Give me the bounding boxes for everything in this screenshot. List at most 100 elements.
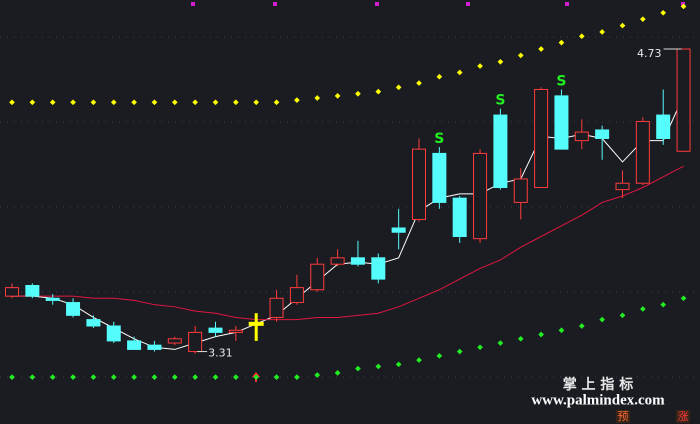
ma-line (12, 95, 685, 350)
watermark-title: 掌 上 指 标 (563, 376, 634, 393)
candle-body (452, 197, 467, 238)
indicator-dot (375, 363, 382, 370)
indicator-dot (212, 99, 219, 106)
badge: 预 (618, 410, 629, 423)
indicator-dot (314, 372, 321, 378)
candle-body (106, 325, 121, 342)
indicator-dot (171, 99, 178, 106)
candle-body (412, 148, 426, 220)
low-label: 3.31 (208, 347, 233, 360)
badge: 涨 (678, 410, 689, 423)
indicator-dot (599, 316, 605, 323)
candle-body (473, 152, 488, 240)
indicator-dot (619, 312, 626, 319)
indicator-dot (273, 99, 280, 106)
indicator-dot (151, 99, 158, 106)
candle-body (289, 287, 304, 304)
candle-body (574, 131, 589, 142)
candle-body (371, 257, 386, 280)
indicator-dot (131, 374, 137, 380)
signal-label: S (556, 73, 566, 89)
candle-body (45, 297, 60, 301)
indicator-dot (599, 29, 605, 35)
indicator-dot (314, 95, 321, 101)
indicator-dot (497, 340, 504, 346)
indicator-dot (456, 348, 463, 355)
indicator-dot (90, 374, 97, 380)
candle-body (248, 321, 264, 326)
candle-body (147, 344, 162, 350)
indicator-dot (640, 16, 646, 23)
candle-body (86, 319, 101, 327)
candle-body (66, 302, 81, 316)
indicator-dot (334, 93, 341, 99)
indicator-dot (90, 99, 97, 106)
indicator-dot (233, 99, 239, 106)
indicator-dot (192, 99, 198, 106)
high-label: 4.73 (637, 47, 662, 60)
indicator-dot (212, 374, 219, 380)
candle-body (350, 257, 365, 265)
ma-line (12, 165, 684, 321)
indicator-dot (70, 374, 76, 380)
indicator-dot (294, 374, 300, 380)
candle-body (615, 182, 630, 191)
candle-body (25, 285, 40, 297)
badge-box (616, 410, 630, 423)
candle-body (635, 120, 650, 184)
candle-body (188, 331, 203, 353)
indicator-dot (680, 3, 687, 10)
candle-body (554, 95, 569, 150)
indicator-dot (416, 80, 422, 86)
indicator-dot (538, 331, 544, 338)
candle-body (310, 263, 325, 291)
candle-body (432, 152, 447, 203)
indicator-dot (640, 306, 646, 312)
signal-label: S (495, 93, 505, 109)
indicator-dot (558, 327, 565, 334)
candle-body (228, 329, 243, 333)
indicator-dot (619, 22, 626, 29)
indicator-dot (192, 374, 198, 380)
indicator-dot (233, 374, 239, 380)
badge-box (676, 410, 690, 423)
indicator-dot (558, 39, 565, 46)
indicator-dot (253, 374, 260, 380)
indicator-dot (416, 357, 422, 363)
indicator-dot (110, 374, 117, 380)
indicator-dot (395, 84, 402, 91)
candle-body (330, 257, 345, 265)
candle-body (513, 178, 528, 203)
candle-body (656, 114, 671, 139)
indicator-dot (456, 69, 463, 76)
indicator-dot (680, 295, 687, 302)
indicator-dot (171, 374, 178, 380)
candle-body (5, 287, 19, 297)
candle-body (127, 340, 142, 350)
candle-body (676, 48, 691, 152)
candle-body (493, 114, 508, 188)
indicator-dot (334, 370, 341, 376)
candle-body (167, 338, 182, 344)
indicator-dot (395, 361, 402, 368)
indicator-dot (70, 99, 76, 106)
indicator-dot (273, 374, 280, 380)
candle-body (269, 297, 284, 318)
candle-body (208, 327, 223, 333)
candle-body (595, 129, 610, 139)
signal-label: S (434, 131, 444, 147)
indicator-dot (477, 63, 483, 69)
indicator-dot (517, 335, 524, 342)
indicator-dot (436, 352, 443, 359)
indicator-dot (517, 52, 524, 59)
indicator-dot (660, 9, 667, 16)
indicator-dot (355, 365, 361, 372)
indicator-dot (294, 97, 300, 103)
indicator-dot (578, 33, 585, 40)
indicator-dot (131, 99, 137, 106)
indicator-dot (477, 344, 483, 351)
candle-body (391, 227, 406, 233)
top-markers (191, 2, 685, 6)
